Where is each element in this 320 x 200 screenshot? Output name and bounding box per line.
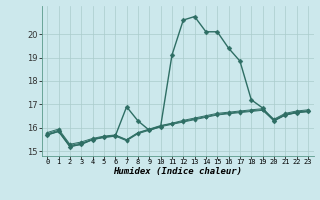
- X-axis label: Humidex (Indice chaleur): Humidex (Indice chaleur): [113, 167, 242, 176]
